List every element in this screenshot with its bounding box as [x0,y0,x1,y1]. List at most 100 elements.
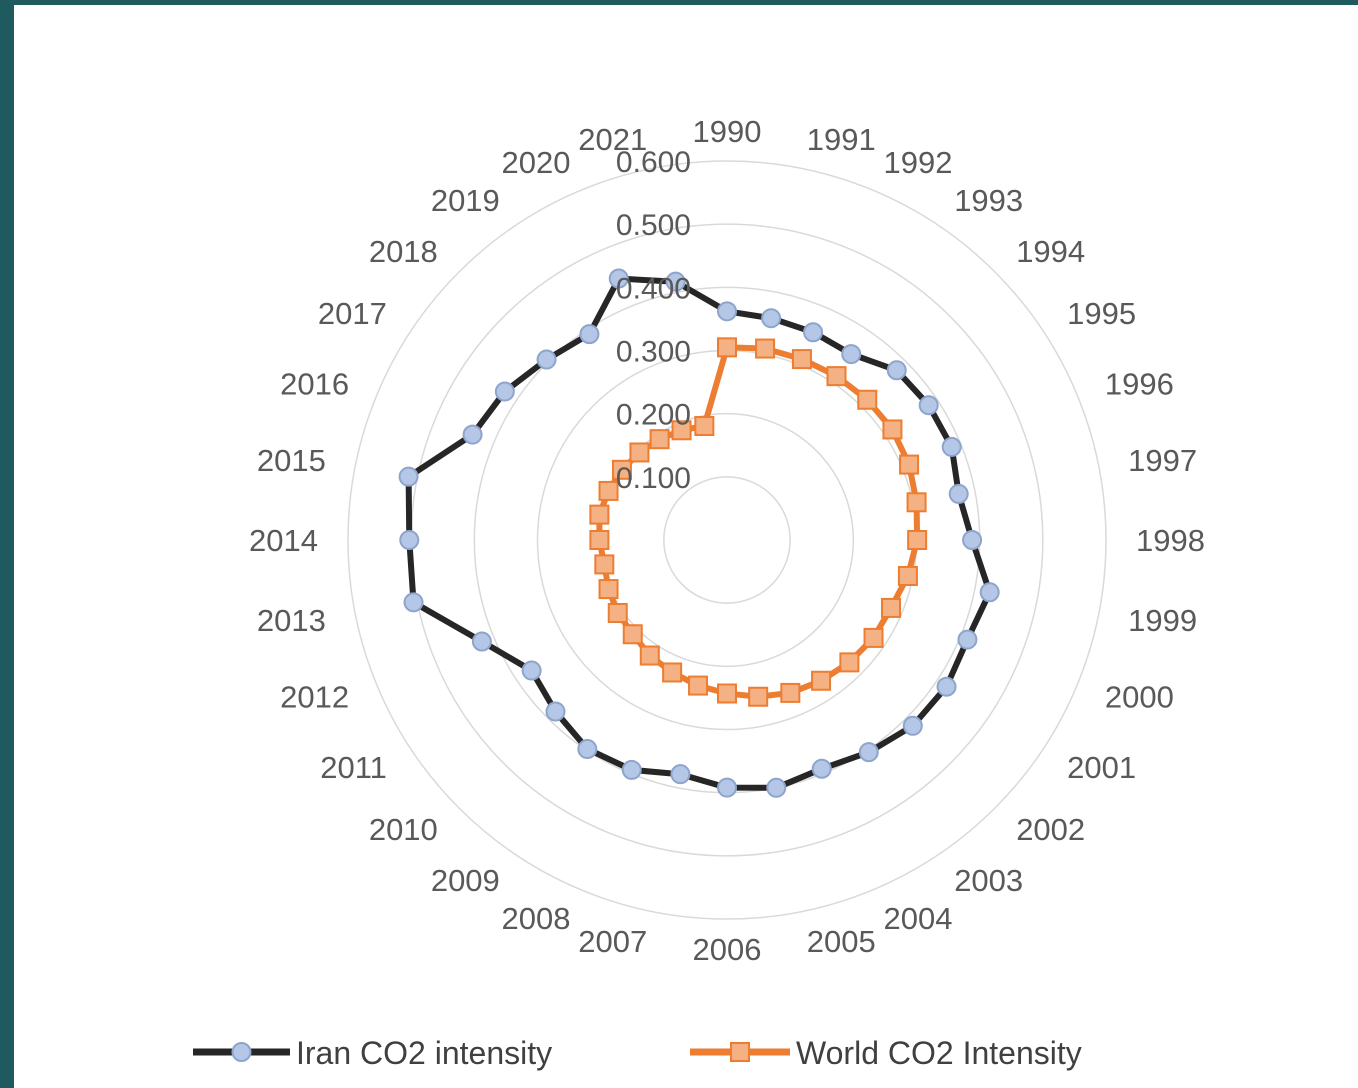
category-label-1999: 1999 [1128,603,1197,638]
category-label-1993: 1993 [954,183,1023,218]
series-1-point-1994 [886,360,907,381]
series-2-point-2016 [598,480,619,501]
series-1-point-2021 [665,271,686,292]
series-1-point-1990 [717,301,737,322]
legend-label-1: Iran CO2 intensity [296,1035,552,1071]
series-1-point-1992 [803,322,824,343]
series-2-point-1990 [717,337,737,358]
category-label-2018: 2018 [369,234,438,269]
series-2-point-2007 [688,675,709,696]
category-label-2005: 2005 [807,924,876,959]
series-1-point-1999 [979,582,1000,603]
category-label-1994: 1994 [1016,234,1085,269]
series-2-point-1994 [857,389,878,410]
series-2-point-2020 [671,420,692,441]
series-1-point-2009 [577,739,598,760]
series-1-point-2006 [717,777,737,798]
series-1-point-2016 [462,424,483,445]
category-label-2014: 2014 [249,523,318,558]
series-1-point-2018 [536,349,557,370]
series-2-point-2004 [780,682,801,703]
tick-label-2: 0.200 [616,399,691,432]
category-label-2007: 2007 [578,924,647,959]
series-1-point-1995 [918,395,939,416]
series-2-point-2021 [694,416,715,437]
series-2-point-2017 [611,459,632,480]
category-label-1996: 1996 [1105,367,1174,402]
category-label-2021: 2021 [578,122,647,157]
category-label-1998: 1998 [1136,523,1205,558]
series-2-point-1992 [791,349,812,370]
series-2-point-2015 [589,504,610,525]
slide-frame-top [0,0,1358,5]
series-2-point-1995 [882,419,903,440]
legend-entry-1: Iran CO2 intensity [193,1035,552,1071]
radar-series [398,268,1000,798]
category-label-1990: 1990 [693,114,762,149]
series-1-point-2007 [670,764,691,785]
category-label-1997: 1997 [1128,443,1197,478]
radar-gridlines [347,160,1107,920]
category-label-2011: 2011 [320,750,387,785]
series-1-point-1996 [941,436,962,457]
series-2-point-1993 [826,366,847,387]
gridline-ring-6 [347,160,1107,920]
series-1-point-1991 [761,308,782,329]
series-2 [589,337,928,707]
series-1-point-2008 [621,759,642,780]
category-label-2008: 2008 [502,901,571,936]
series-1-point-2013 [403,592,424,613]
series-1-point-2002 [902,715,923,736]
series-1-point-2003 [858,742,879,763]
category-label-2015: 2015 [257,443,326,478]
series-1-line [405,275,993,791]
series-1-point-2005 [766,777,787,798]
series-2-point-2012 [598,579,619,600]
legend-swatch-marker-2 [730,1042,750,1062]
category-label-2006: 2006 [693,932,762,967]
category-label-2003: 2003 [954,863,1023,898]
series-1-point-1993 [841,344,862,365]
series-2-point-1991 [755,338,776,359]
series-2-point-2011 [607,602,628,623]
category-label-1995: 1995 [1067,296,1136,331]
legend: Iran CO2 intensity World CO2 Intensity [193,1035,1082,1071]
category-label-2013: 2013 [257,603,326,638]
category-label-2010: 2010 [369,812,438,847]
series-2-point-2003 [811,670,832,691]
series-2-point-2013 [594,554,615,575]
category-label-2004: 2004 [884,901,953,936]
series-1-point-2012 [471,631,492,652]
category-label-2016: 2016 [280,367,349,402]
series-2-point-2009 [639,645,660,666]
category-label-2001: 2001 [1067,750,1136,785]
series-1-point-2014 [399,530,420,550]
series-2-point-1998 [907,530,928,550]
series-1-point-2019 [579,324,600,345]
series-1-point-2000 [957,629,978,650]
legend-label-2: World CO2 Intensity [796,1035,1082,1071]
category-label-2020: 2020 [502,145,571,180]
tick-label-6: 0.600 [616,146,691,179]
category-label-1992: 1992 [884,145,953,180]
legend-swatch-marker-1 [231,1042,252,1062]
series-2-point-2002 [839,652,860,673]
series-1-point-2010 [545,701,566,722]
series-1-point-2004 [811,758,832,779]
category-label-2012: 2012 [280,680,349,715]
category-label-2019: 2019 [431,183,500,218]
series-1-point-2020 [608,268,629,289]
gridline-ring-1 [663,476,791,604]
tick-label-3: 0.300 [616,336,691,369]
series-2-point-2008 [662,662,683,683]
series-2-point-2018 [629,442,650,463]
tick-label-4: 0.400 [616,272,691,305]
series-1-point-2015 [398,466,419,487]
category-label-1991: 1991 [807,122,876,157]
series-2-point-1997 [906,492,927,513]
category-label-2002: 2002 [1016,812,1085,847]
tick-label-1: 0.100 [616,462,691,495]
series-1-point-2011 [521,660,542,681]
series-1-point-1997 [948,483,969,504]
